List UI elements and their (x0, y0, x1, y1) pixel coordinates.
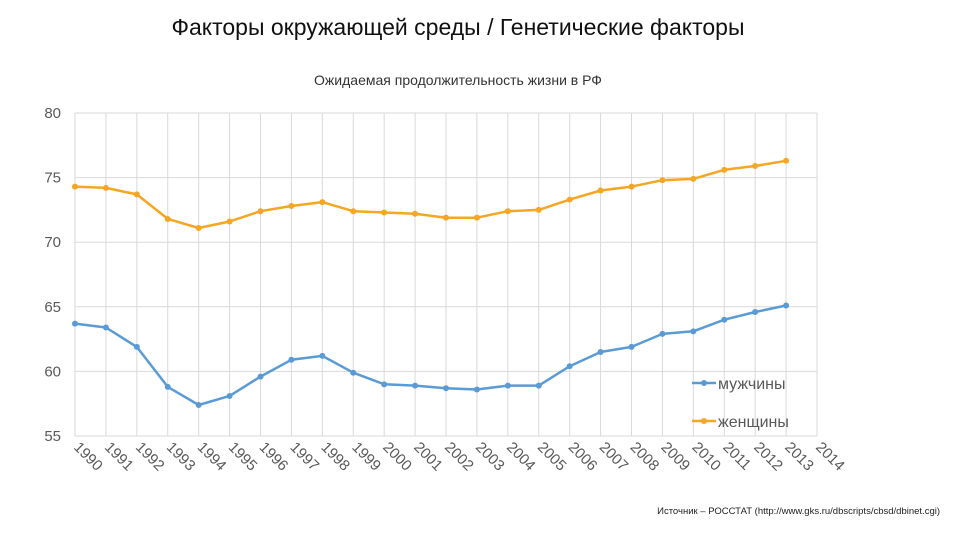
x-tick-label: 2013 (781, 439, 817, 475)
x-tick-label: 2006 (565, 439, 601, 475)
data-point-men (535, 382, 542, 389)
legend-marker-men (701, 380, 707, 386)
series-line-men (74, 304, 787, 407)
data-point-men (628, 343, 635, 350)
data-point-men (659, 330, 666, 337)
y-tick-label: 65 (44, 299, 61, 316)
x-tick-label: 1991 (101, 439, 137, 475)
x-tick-label: 1999 (348, 439, 384, 475)
x-tick-label: 1995 (225, 439, 261, 475)
data-point-women (752, 162, 759, 169)
x-axis-ticks: 1990199119921993199419951996199719981999… (70, 439, 848, 475)
x-tick-label: 1998 (318, 439, 354, 475)
data-point-men (288, 356, 295, 363)
y-tick-label: 75 (44, 170, 61, 187)
legend: мужчины женщины (692, 376, 789, 431)
source-note: Источник – РОССТАТ (http://www.gks.ru/db… (657, 506, 940, 517)
y-tick-label: 60 (44, 363, 61, 380)
x-tick-label: 1996 (256, 439, 292, 475)
data-point-women (628, 183, 635, 190)
data-point-women (659, 177, 666, 184)
data-point-men (721, 316, 728, 323)
data-point-women (195, 224, 202, 231)
data-point-women (133, 191, 140, 198)
y-tick-label: 70 (44, 234, 61, 251)
data-point-women (72, 183, 78, 190)
y-tick-label: 55 (44, 428, 61, 445)
data-point-men (164, 383, 171, 390)
x-tick-label: 2014 (812, 439, 848, 475)
x-tick-label: 2011 (719, 439, 754, 474)
data-point-women (226, 218, 233, 225)
x-tick-label: 1993 (163, 439, 199, 475)
data-point-men (566, 363, 573, 370)
data-point-women (164, 215, 171, 222)
x-tick-label: 2005 (534, 439, 570, 475)
legend-marker-women (701, 418, 707, 424)
y-tick-label: 80 (44, 105, 61, 122)
data-point-women (566, 196, 573, 203)
data-point-women (350, 208, 357, 215)
data-point-men (319, 352, 326, 359)
data-point-men (350, 369, 357, 376)
data-point-men (690, 328, 697, 335)
data-point-women (319, 199, 326, 206)
data-point-women (721, 166, 728, 173)
data-point-women (102, 184, 109, 191)
data-point-men (752, 308, 759, 315)
x-tick-label: 2003 (472, 439, 508, 475)
data-point-women (504, 208, 511, 215)
data-point-men (133, 343, 140, 350)
x-tick-label: 2010 (689, 439, 725, 475)
x-tick-label: 2002 (441, 439, 477, 475)
data-point-women (783, 157, 790, 164)
data-point-men (72, 320, 78, 327)
data-point-men (412, 382, 419, 389)
chart-title: Ожидаемая продолжительность жизни в РФ (314, 72, 602, 88)
data-point-men (226, 392, 233, 399)
grid (74, 112, 818, 437)
data-point-men (597, 349, 604, 356)
series-layer (72, 157, 790, 408)
data-point-men (195, 401, 202, 408)
data-point-women (288, 203, 295, 210)
data-point-men (504, 382, 511, 389)
x-tick-label: 2000 (379, 439, 415, 475)
data-point-men (257, 373, 264, 380)
x-tick-label: 1997 (287, 439, 323, 475)
x-tick-label: 2007 (596, 439, 632, 475)
data-point-men (783, 302, 790, 309)
data-point-women (443, 214, 449, 221)
x-tick-label: 2008 (627, 439, 663, 475)
data-point-women (690, 175, 697, 182)
data-point-men (473, 386, 480, 393)
data-point-women (381, 209, 388, 216)
data-point-women (412, 210, 419, 217)
data-point-women (597, 187, 604, 194)
data-point-men (102, 324, 109, 331)
x-tick-label: 1990 (70, 439, 106, 475)
x-tick-label: 1994 (194, 439, 230, 475)
data-point-women (473, 214, 480, 221)
legend-label-men: мужчины (718, 376, 786, 393)
x-tick-label: 2009 (658, 439, 694, 475)
x-tick-label: 2001 (410, 439, 446, 475)
x-tick-label: 2004 (503, 439, 539, 475)
data-point-women (535, 206, 542, 213)
y-axis-ticks: 55 60 65 70 75 80 (44, 105, 61, 445)
legend-label-women: женщины (718, 414, 789, 431)
page-title: Факторы окружающей среды / Генетические … (171, 14, 745, 40)
series-line-women (74, 159, 787, 230)
data-point-men (443, 385, 449, 392)
data-point-men (381, 381, 388, 388)
x-tick-label: 1992 (132, 439, 168, 475)
x-tick-label: 2012 (750, 439, 786, 475)
data-point-women (257, 208, 264, 215)
